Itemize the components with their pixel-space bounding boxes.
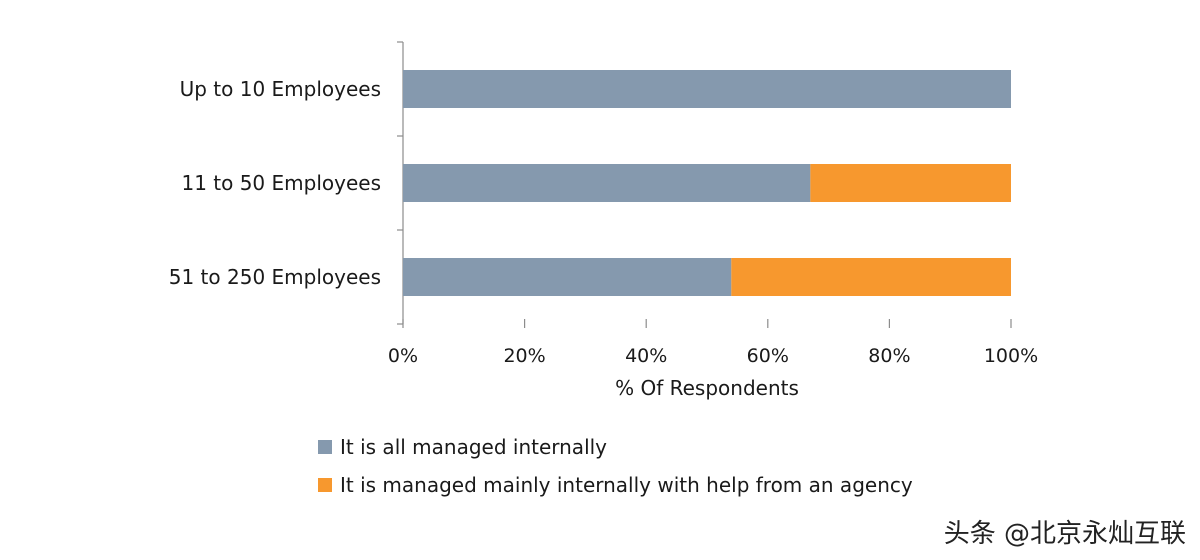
bar-agency [731,258,1011,296]
x-axis-title: % Of Respondents [615,376,799,400]
x-tick-label: 60% [747,345,789,367]
bar-agency [810,164,1011,202]
legend-item-agency: It is managed mainly internally with hel… [318,466,913,504]
category-label: 11 to 50 Employees [181,171,381,195]
bar-internal [403,70,1011,108]
stacked-bar-chart: 0% 20% 40% 60% 80% 100% % Of Respondents Up to … [169,41,1038,400]
x-tick-label: 0% [388,345,418,367]
x-tick-label: 80% [868,345,910,367]
category-label: 51 to 250 Employees [169,265,381,289]
legend-label-internal: It is all managed internally [340,435,608,459]
x-tick-label: 40% [625,345,667,367]
watermark: 头条 @北京永灿互联 [943,519,1186,549]
legend: It is all managed internally It is manag… [318,428,913,504]
legend-item-internal: It is all managed internally [318,428,913,466]
legend-swatch-internal [318,440,332,454]
bar-internal [403,258,732,296]
x-tick-label: 100% [984,345,1038,367]
legend-label-agency: It is managed mainly internally with hel… [340,473,913,497]
x-tick-label: 20% [503,345,545,367]
category-label: Up to 10 Employees [180,77,381,101]
bar-internal [403,164,811,202]
legend-swatch-agency [318,478,332,492]
